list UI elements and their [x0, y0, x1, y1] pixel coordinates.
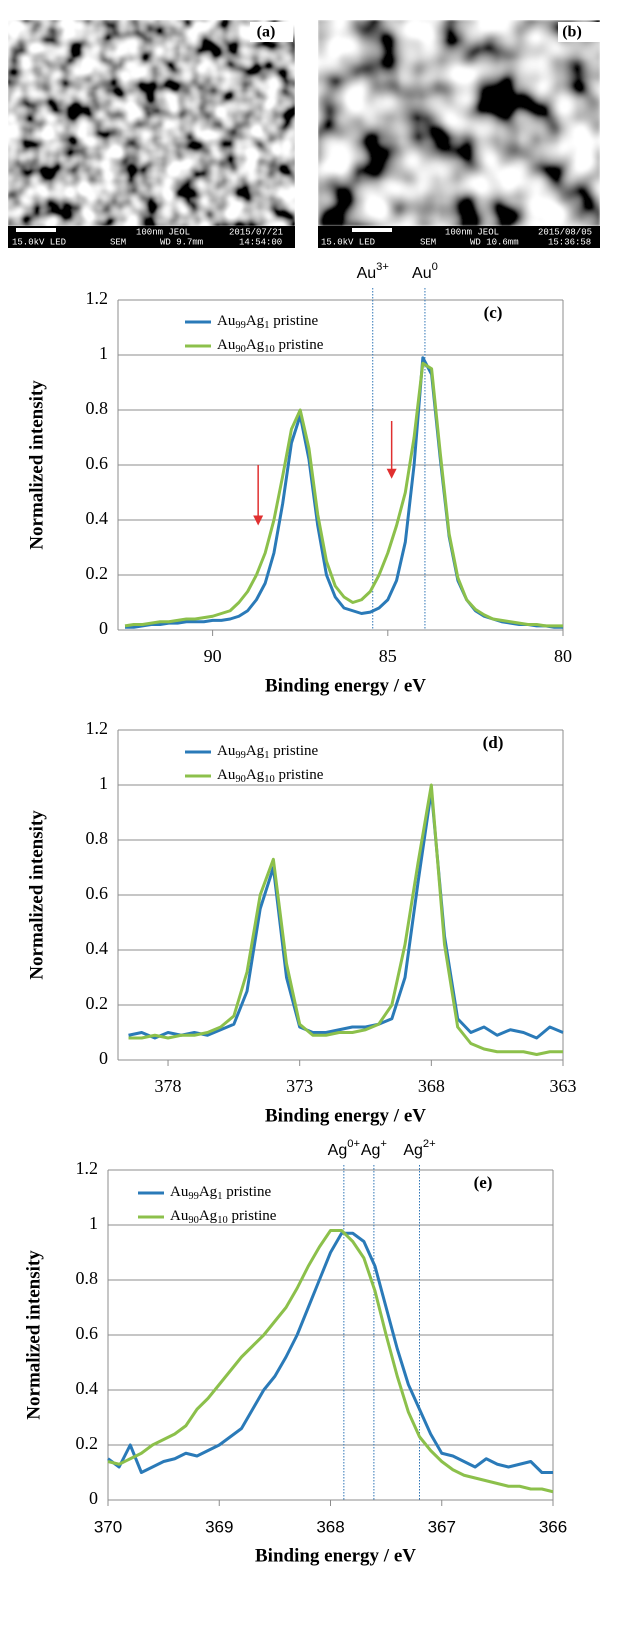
y-tick-label: 0	[99, 1048, 108, 1068]
info-time: 14:54:00	[239, 237, 282, 247]
legend-label: Au90Ag10 pristine	[170, 1208, 277, 1226]
legend-label: Au99Ag1 pristine	[170, 1184, 272, 1202]
info-wd: WD 10.6mm	[470, 237, 519, 247]
arrow-head	[386, 468, 397, 479]
y-axis-title: Normalized intensity	[26, 810, 47, 980]
info-date: 2015/08/05	[538, 227, 592, 237]
series-line	[124, 361, 563, 628]
series-line	[107, 1231, 553, 1474]
series-line	[125, 356, 563, 629]
legend-label: Au90Ag10 pristine	[217, 337, 324, 355]
y-tick-label: 1.2	[76, 1158, 99, 1178]
reference-label: Ag0+	[328, 1138, 360, 1159]
y-axis-title: Normalized intensity	[23, 1250, 44, 1420]
reference-label: Au0	[412, 261, 438, 282]
x-tick-label: 363	[550, 1076, 577, 1096]
sem-a: (a) 15.0kV LED SEM 100nm JEOL 2015/07/21…	[8, 20, 295, 248]
x-tick-label: 90	[204, 646, 222, 666]
y-tick-label: 0.8	[86, 398, 109, 418]
panel-label: (a)	[257, 24, 276, 41]
x-tick-label: 85	[379, 646, 397, 666]
panel-label: (d)	[483, 733, 504, 752]
label-box	[558, 22, 600, 42]
x-tick-label: 369	[205, 1517, 233, 1536]
info-kv: 15.0kV LED	[12, 237, 66, 247]
scale-bar	[352, 228, 392, 232]
y-tick-label: 0.4	[86, 508, 109, 528]
sem-b: (b) 15.0kV LED SEM 100nm JEOL 2015/08/05…	[318, 20, 600, 248]
x-tick-label: 370	[94, 1517, 122, 1536]
y-tick-label: 1	[99, 773, 108, 793]
x-axis-title: Binding energy / eV	[265, 1105, 426, 1126]
info-scale: 100nm JEOL	[136, 227, 190, 237]
panel-label: (b)	[562, 24, 582, 41]
y-axis-title: Normalized intensity	[26, 380, 47, 550]
x-axis-title: Binding energy / eV	[265, 675, 426, 696]
y-tick-label: 0.2	[76, 1433, 99, 1453]
info-time: 15:36:58	[548, 237, 591, 247]
reference-label: Ag+	[361, 1138, 387, 1159]
info-scale: 100nm JEOL	[445, 227, 499, 237]
x-tick-label: 80	[554, 646, 572, 666]
x-tick-label: 366	[539, 1517, 567, 1536]
x-tick-label: 368	[418, 1076, 445, 1096]
info-kv: 15.0kV LED	[321, 237, 375, 247]
legend-label: Au90Ag10 pristine	[217, 767, 324, 785]
info-date: 2015/07/21	[229, 227, 283, 237]
sem-texture	[8, 20, 295, 226]
y-tick-label: 0.6	[76, 1323, 99, 1343]
sem-texture	[318, 20, 600, 226]
info-bar	[8, 226, 295, 248]
x-tick-label: 368	[316, 1517, 344, 1536]
y-tick-label: 1.2	[86, 288, 109, 308]
x-axis-title: Binding energy / eV	[255, 1545, 416, 1566]
y-tick-label: 0.2	[86, 993, 109, 1013]
legend-label: Au99Ag1 pristine	[217, 743, 319, 761]
y-tick-label: 0.8	[86, 828, 109, 848]
y-tick-label: 0	[89, 1488, 98, 1508]
panel-label: (c)	[484, 303, 503, 322]
label-box	[250, 22, 293, 42]
panel-label: (e)	[474, 1173, 493, 1192]
series-line	[128, 789, 564, 1040]
x-tick-label: 373	[286, 1076, 313, 1096]
y-tick-label: 0.6	[86, 453, 109, 473]
y-tick-label: 0.2	[86, 563, 109, 583]
y-tick-label: 0	[99, 618, 108, 638]
legend-label: Au99Ag1 pristine	[217, 313, 319, 331]
y-tick-label: 0.4	[86, 938, 109, 958]
y-tick-label: 0.4	[76, 1378, 99, 1398]
info-wd: WD 9.7mm	[160, 237, 203, 247]
x-tick-label: 378	[155, 1076, 182, 1096]
scale-bar	[16, 228, 56, 232]
series-line	[128, 783, 563, 1056]
y-tick-label: 1	[99, 343, 108, 363]
y-tick-label: 0.8	[76, 1268, 99, 1288]
x-tick-label: 367	[428, 1517, 456, 1536]
y-tick-label: 1	[89, 1213, 98, 1233]
reference-label: Au3+	[357, 261, 389, 282]
info-mode: SEM	[420, 237, 436, 247]
series-line	[107, 1229, 554, 1494]
info-mode: SEM	[110, 237, 126, 247]
y-tick-label: 1.2	[86, 718, 109, 738]
arrow-head	[253, 515, 264, 526]
y-tick-label: 0.6	[86, 883, 109, 903]
reference-label: Ag2+	[403, 1138, 435, 1159]
